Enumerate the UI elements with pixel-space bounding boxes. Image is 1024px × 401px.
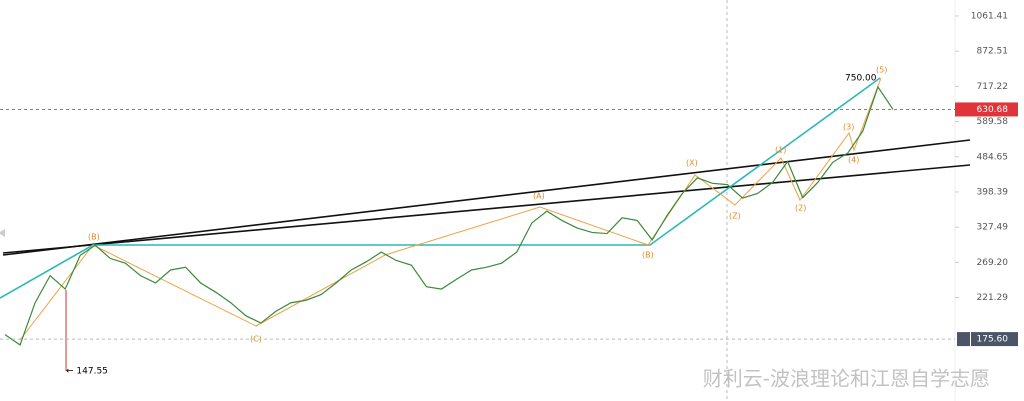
y-tick-label: 327.49 xyxy=(977,223,1009,233)
wave-label: (1) xyxy=(775,146,786,155)
y-tick-label: 269.20 xyxy=(977,258,1009,268)
wave-label: (A) xyxy=(533,192,545,201)
watermark: 财利云-波浪理论和江恩自学志愿 xyxy=(703,367,990,391)
crosshair-price-label: 175.60 xyxy=(977,335,1009,345)
wave-label: (5) xyxy=(876,66,887,75)
y-tick-label: 398.39 xyxy=(977,187,1009,197)
wave-line xyxy=(19,77,882,341)
current-price-box xyxy=(955,102,1018,117)
y-tick-label: 589.58 xyxy=(977,117,1009,127)
wave-label: (4) xyxy=(848,156,859,165)
trendline xyxy=(2,139,971,256)
crosshair-price-box xyxy=(971,332,1018,347)
y-tick-label: 1061.41 xyxy=(971,11,1008,21)
y-tick-label: 717.22 xyxy=(977,82,1009,92)
y-tick-label: 484.65 xyxy=(977,152,1009,162)
left-tab xyxy=(0,229,5,237)
wave-label: (X) xyxy=(686,159,698,168)
channel-line xyxy=(0,77,881,299)
current-price-label: 630.68 xyxy=(977,105,1009,115)
wave-label: (Z) xyxy=(729,212,741,221)
high-annotation: 750.00 xyxy=(845,74,877,84)
y-tick-label: 872.51 xyxy=(977,47,1009,57)
wave-label: (2) xyxy=(795,204,806,213)
wave-label: (C) xyxy=(250,335,262,344)
crosshair-plus xyxy=(957,332,970,347)
y-tick-label: 221.29 xyxy=(977,293,1009,303)
price-line xyxy=(4,85,894,346)
wave-label: (B) xyxy=(88,233,100,242)
low-annotation: ← 147.55 xyxy=(66,367,108,377)
wave-label: (3) xyxy=(843,123,854,132)
trendline xyxy=(2,164,971,254)
wave-label: (B) xyxy=(642,251,654,260)
